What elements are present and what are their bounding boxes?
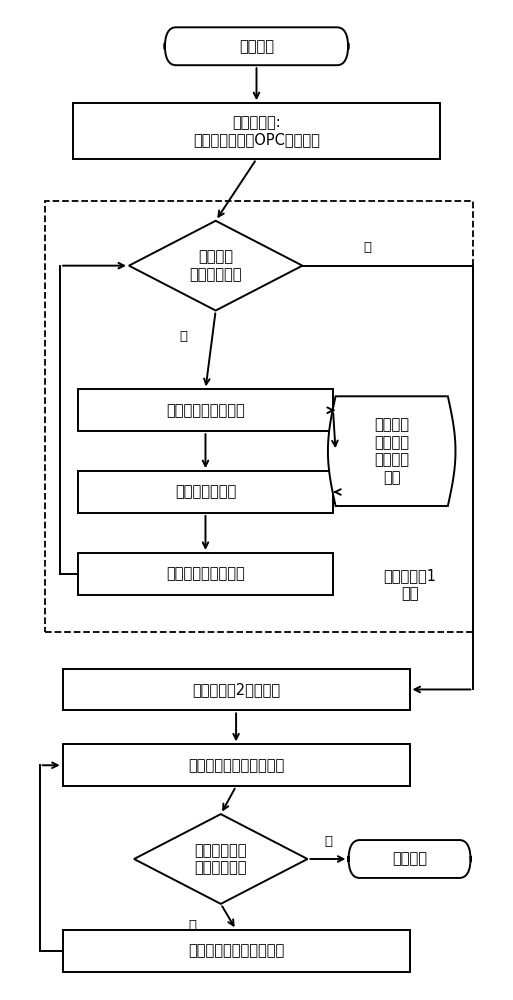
- Polygon shape: [328, 396, 456, 506]
- Text: 算法开始: 算法开始: [239, 39, 274, 54]
- Text: 是: 是: [364, 241, 371, 254]
- FancyBboxPatch shape: [348, 840, 471, 878]
- Bar: [63, 930, 409, 972]
- Text: 是否达到
最大迭代次数: 是否达到 最大迭代次数: [189, 249, 242, 282]
- Text: 规划添加中间装配路径点: 规划添加中间装配路径点: [188, 943, 284, 958]
- Bar: [73, 103, 440, 159]
- Bar: [45, 201, 473, 632]
- Text: 粒子速度、位置更新: 粒子速度、位置更新: [166, 403, 245, 418]
- Bar: [63, 669, 409, 710]
- Text: 否: 否: [179, 330, 187, 343]
- Text: 个体、全局最优选择: 个体、全局最优选择: [166, 566, 245, 581]
- Text: 装配路径点1
规划: 装配路径点1 规划: [383, 569, 436, 601]
- Bar: [63, 744, 409, 786]
- Text: 是: 是: [189, 919, 196, 932]
- Bar: [78, 553, 333, 595]
- Text: 虚拟装配
仿真环境
配合间隙
测量: 虚拟装配 仿真环境 配合间隙 测量: [374, 418, 409, 485]
- Text: 装配路径点2位姿规划: 装配路径点2位姿规划: [192, 682, 280, 697]
- Polygon shape: [129, 221, 303, 311]
- Text: 算法结束: 算法结束: [392, 852, 427, 866]
- Text: 验证装配路径
是否存在碰撞: 验证装配路径 是否存在碰撞: [194, 843, 247, 875]
- Text: 否: 否: [324, 835, 332, 848]
- Bar: [78, 471, 333, 513]
- FancyBboxPatch shape: [165, 27, 348, 65]
- Text: 根据路径点拟合装配路径: 根据路径点拟合装配路径: [188, 758, 284, 773]
- Text: 算法初始化:
算法参数设定、OPC接口连接: 算法初始化: 算法参数设定、OPC接口连接: [193, 115, 320, 147]
- Bar: [78, 389, 333, 431]
- Text: 适应度函数计算: 适应度函数计算: [175, 485, 236, 500]
- Polygon shape: [134, 814, 307, 904]
